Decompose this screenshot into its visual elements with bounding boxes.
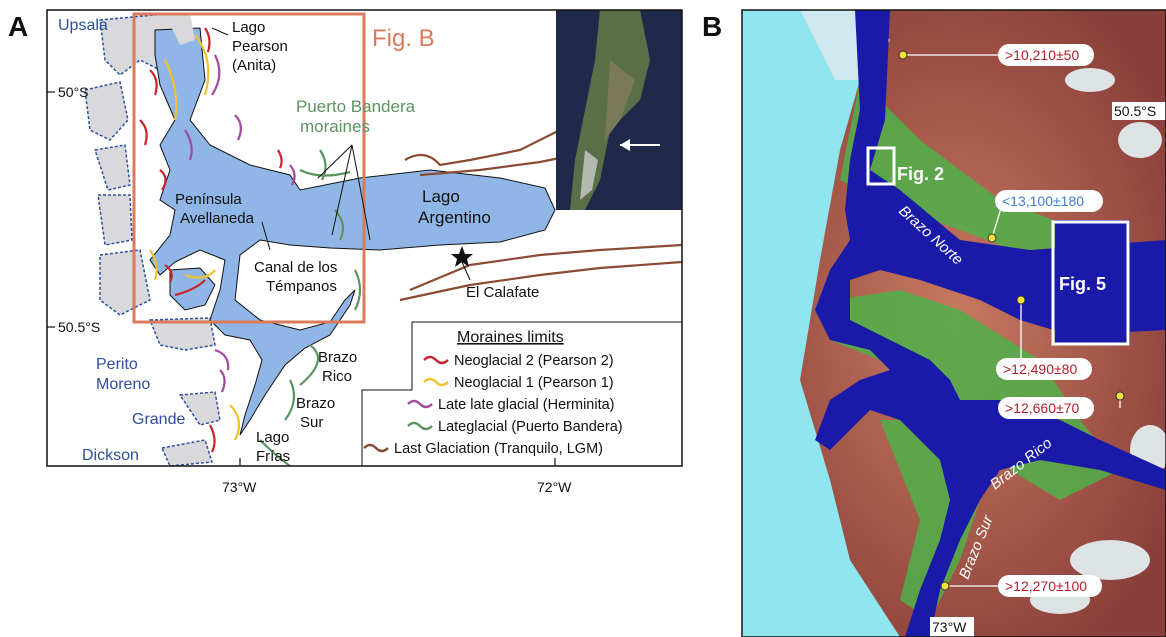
legend-outline (361, 322, 413, 466)
age-text-2: <13,100±180 (1002, 193, 1084, 209)
age-text-3: >12,490±80 (1003, 361, 1077, 377)
peninsula-label-1: Península (175, 191, 242, 208)
upsala-label: Upsala (58, 17, 108, 34)
lago-frias-label-2: Frías (256, 448, 290, 465)
fig-2-box (866, 146, 896, 186)
pearson-leader (211, 27, 229, 36)
canal-leader (261, 221, 271, 251)
puerto-bandera-label-2: moraines (300, 117, 370, 136)
brazo-rico-label-2: Rico (322, 368, 352, 385)
legend-swatch-2 (423, 377, 449, 387)
panel-b-letter: B (702, 11, 722, 42)
age-text-1: >10,210±50 (1005, 47, 1079, 63)
lago-frias-label-1: Lago (256, 429, 289, 446)
fig-5-label: Fig. 5 (1059, 274, 1106, 294)
fig-2-label: Fig. 2 (897, 164, 944, 184)
el-calafate-leader (461, 261, 471, 281)
lon-label-b: 73°W (932, 619, 967, 635)
brazo-sur-label-2: Sur (300, 414, 323, 431)
panel-a: A (8, 9, 683, 495)
legend-label-4: Lateglacial (Puerto Bandera) (438, 419, 623, 435)
lago-pearson-label-3: (Anita) (232, 57, 276, 74)
age-label-4: >12,660±70 (998, 397, 1094, 419)
panel-a-ticks (47, 91, 556, 466)
panel-b-frame (741, 9, 1166, 637)
puerto-bandera-leaders (317, 144, 371, 241)
fig-5-box (1051, 220, 1130, 346)
age-label-3: >12,490±80 (996, 358, 1092, 380)
canal-label-2: Témpanos (266, 278, 337, 295)
legend-swatch-5 (363, 443, 389, 453)
panel-a-letter: A (8, 11, 28, 42)
panel-b: B (702, 9, 1166, 637)
perito-moreno-label-1: Perito (96, 356, 138, 373)
lago-pearson-label-1: Lago (232, 19, 265, 36)
fig-b-label: Fig. B (372, 25, 435, 52)
sample-marker-1 (898, 50, 998, 60)
legend-box (411, 321, 682, 466)
lat-label-50: 50°S (58, 84, 89, 100)
age-label-1: >10,210±50 (998, 44, 1094, 66)
sample-markers (898, 50, 1125, 591)
panel-a-frame (46, 9, 683, 467)
legend-label-5: Last Glaciation (Tranquilo, LGM) (394, 441, 603, 457)
brazo-sur-label-1: Brazo (296, 395, 335, 412)
lat-label-b-bg (1112, 102, 1166, 120)
perito-moreno-label-2: Moreno (96, 376, 150, 393)
legend-box-ext (362, 390, 422, 466)
lon-label-72: 72°W (537, 479, 572, 495)
inset-map (556, 10, 682, 210)
legend-swatch-4 (407, 421, 433, 431)
legend-title: Moraines limits (457, 329, 564, 346)
sample-marker-5 (940, 581, 998, 591)
brazo-rico-label-1: Brazo (318, 349, 357, 366)
lago-pearson-label-2: Pearson (232, 38, 288, 55)
age-text-4: >12,660±70 (1005, 400, 1079, 416)
age-label-5: >12,270±100 (998, 575, 1102, 597)
upsala-ice (165, 14, 195, 45)
dickson-label: Dickson (82, 447, 139, 464)
lat-label-b: 50.5°S (1114, 103, 1156, 119)
moraines-late-late-glacial (184, 54, 296, 393)
lat-label-50-5: 50.5°S (58, 319, 100, 335)
moraines-neoglacial-1 (149, 34, 241, 441)
legend-swatch-1 (423, 355, 449, 365)
legend-label-2: Neoglacial 1 (Pearson 1) (454, 375, 614, 391)
satellite-water (815, 10, 1166, 637)
grande-label: Grande (132, 411, 185, 428)
moraines-neoglacial-2 (139, 27, 283, 453)
el-calafate-label: El Calafate (466, 284, 539, 301)
sample-marker-4 (1115, 391, 1125, 408)
legend-swatch-3 (407, 399, 433, 409)
fig-b-box (132, 12, 366, 324)
lon-label-73: 73°W (222, 479, 257, 495)
legend-label-3: Late late glacial (Herminita) (438, 397, 615, 413)
satellite-ice-west (742, 10, 900, 637)
sample-marker-2 (987, 204, 1003, 243)
age-label-2: <13,100±180 (995, 190, 1103, 212)
legend-label-1: Neoglacial 2 (Pearson 2) (454, 353, 614, 369)
lake-water (149, 27, 556, 436)
peninsula-label-2: Avellaneda (180, 210, 255, 227)
puerto-bandera-label-1: Puerto Bandera (296, 97, 416, 116)
el-calafate-star-icon (451, 246, 473, 267)
legend-items: Neoglacial 2 (Pearson 2) Neoglacial 1 (Pe… (363, 353, 623, 457)
lon-label-b-bg (930, 617, 974, 637)
lago-argentino-label-1: Lago (422, 187, 460, 206)
sample-marker-3 (1016, 295, 1026, 358)
canal-label-1: Canal de los (254, 259, 337, 276)
age-text-5: >12,270±100 (1005, 578, 1087, 594)
lago-argentino-label-2: Argentino (418, 208, 491, 227)
